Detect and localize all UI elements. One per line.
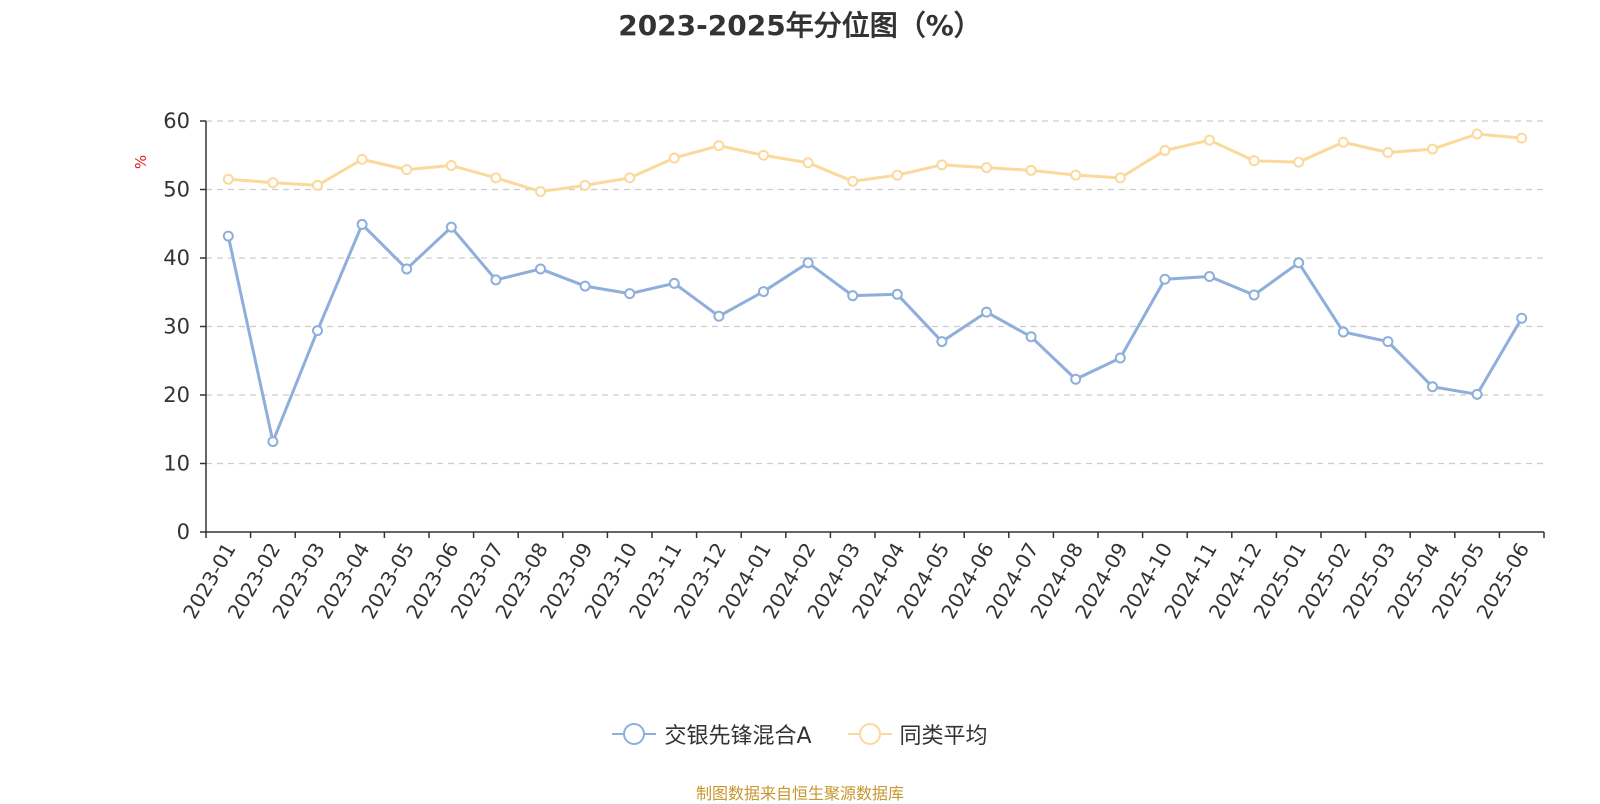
series-group: [222, 128, 1528, 448]
y-tick-label: 30: [163, 315, 190, 339]
data-point-s1[interactable]: [981, 162, 992, 174]
legend-marker-fund-icon: [612, 721, 657, 747]
data-point-s0[interactable]: [356, 218, 368, 230]
data-point-s1[interactable]: [713, 140, 725, 152]
data-point-s0[interactable]: [1159, 273, 1171, 285]
legend-marker-average-icon: [847, 721, 892, 747]
data-point-s1[interactable]: [267, 177, 279, 189]
data-point-s0[interactable]: [758, 286, 769, 298]
data-point-s0[interactable]: [668, 277, 680, 289]
data-point-s1[interactable]: [1248, 155, 1260, 167]
legend-item-average[interactable]: 同类平均: [847, 718, 988, 750]
data-point-s0[interactable]: [490, 274, 502, 286]
data-point-s1[interactable]: [668, 152, 680, 164]
data-point-s1[interactable]: [445, 160, 457, 172]
data-point-s1[interactable]: [1471, 128, 1483, 140]
data-point-s1[interactable]: [579, 179, 591, 191]
y-tick-label: 40: [163, 246, 190, 270]
y-tick-label: 50: [163, 178, 190, 202]
data-point-s1[interactable]: [891, 169, 903, 181]
y-tick-label: 20: [163, 383, 190, 407]
data-point-s0[interactable]: [1070, 373, 1082, 385]
data-point-s1[interactable]: [1516, 132, 1528, 144]
x-axis: 2023-012023-022023-032023-042023-052023-…: [178, 531, 1545, 623]
data-point-s0[interactable]: [1471, 388, 1483, 400]
y-axis-label: %: [132, 155, 150, 169]
data-point-s1[interactable]: [847, 175, 859, 187]
data-point-s1[interactable]: [802, 157, 814, 169]
data-point-s1[interactable]: [1070, 169, 1082, 181]
data-point-s0[interactable]: [847, 290, 859, 302]
data-point-s0[interactable]: [579, 280, 591, 292]
data-point-s0[interactable]: [936, 336, 948, 348]
data-source-footer: 制图数据来自恒生聚源数据库: [695, 784, 904, 803]
data-point-s0[interactable]: [401, 263, 413, 275]
y-tick-label: 0: [177, 520, 190, 544]
y-tick-label: 10: [163, 452, 190, 476]
data-point-s0[interactable]: [891, 288, 903, 300]
data-point-s0[interactable]: [1516, 312, 1528, 324]
data-point-s0[interactable]: [535, 263, 546, 275]
data-point-s1[interactable]: [758, 149, 769, 161]
data-point-s1[interactable]: [936, 159, 948, 171]
data-point-s1[interactable]: [356, 153, 368, 165]
data-point-s1[interactable]: [312, 179, 323, 191]
data-point-s0[interactable]: [1114, 352, 1126, 364]
data-point-s1[interactable]: [1159, 144, 1171, 156]
line-chart: 0 10 20 30 40 50 60 2023-012023-022023-032023-…: [132, 109, 1545, 623]
legend: 交银先锋混合A 同类平均: [0, 718, 1600, 750]
legend-label-fund: 交银先锋混合A: [664, 724, 812, 749]
data-point-s1[interactable]: [1114, 172, 1126, 184]
data-point-s1[interactable]: [1293, 156, 1305, 168]
data-point-s1[interactable]: [401, 164, 413, 176]
y-tick-label: 60: [163, 109, 190, 133]
data-point-s0[interactable]: [1382, 336, 1394, 348]
data-point-s1[interactable]: [1025, 164, 1037, 176]
data-point-s0[interactable]: [267, 436, 279, 448]
data-point-s1[interactable]: [1382, 147, 1394, 159]
series-line-1: [228, 132, 1522, 194]
data-point-s1[interactable]: [222, 173, 234, 185]
data-point-s0[interactable]: [1337, 326, 1349, 338]
data-point-s0[interactable]: [222, 230, 234, 242]
data-point-s1[interactable]: [1427, 143, 1438, 155]
data-point-s0[interactable]: [713, 310, 725, 322]
data-point-s1[interactable]: [1204, 134, 1215, 146]
legend-item-fund[interactable]: 交银先锋混合A: [612, 718, 812, 750]
data-point-s1[interactable]: [624, 172, 636, 184]
data-point-s0[interactable]: [1293, 257, 1305, 269]
data-point-s0[interactable]: [624, 288, 636, 300]
data-point-s0[interactable]: [1204, 270, 1215, 282]
data-point-s0[interactable]: [802, 257, 814, 269]
y-axis: 0 10 20 30 40 50 60: [163, 109, 207, 544]
data-point-s1[interactable]: [490, 172, 502, 184]
data-point-s0[interactable]: [445, 221, 457, 233]
data-point-s1[interactable]: [535, 186, 546, 198]
series-line-0: [226, 222, 1523, 444]
gridlines: [206, 120, 1544, 465]
data-point-s0[interactable]: [981, 306, 992, 318]
chart-title: 2023-2025年分位图（%）: [618, 9, 982, 42]
legend-label-average: 同类平均: [899, 724, 988, 749]
data-point-s0[interactable]: [312, 325, 323, 337]
data-point-s0[interactable]: [1427, 381, 1438, 393]
data-point-s0[interactable]: [1248, 289, 1260, 301]
data-point-s0[interactable]: [1025, 331, 1037, 343]
data-point-s1[interactable]: [1337, 136, 1349, 148]
